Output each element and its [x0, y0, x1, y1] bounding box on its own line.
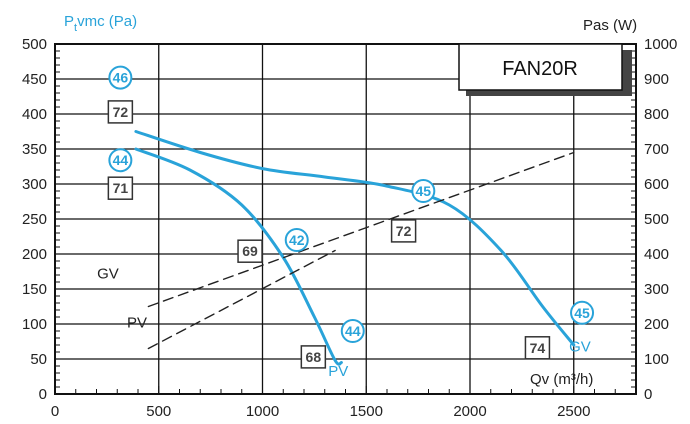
x-tick-label: 0 — [51, 403, 59, 420]
box-label-text: 68 — [306, 349, 322, 365]
x-tick-label: 2000 — [453, 403, 486, 420]
box-marker — [300, 345, 327, 369]
box-label-text: 71 — [113, 180, 129, 196]
y-right-tick-label: 0 — [644, 386, 652, 403]
y-right-tick-label: 1000 — [644, 36, 677, 53]
y-right-tick-label: 100 — [644, 351, 669, 368]
circle-label-text: 44 — [345, 323, 361, 339]
noise-box-label: 74 — [524, 336, 551, 360]
fan-model-title: FAN20R — [502, 58, 578, 80]
power-curve-gv — [147, 151, 575, 308]
circle-marker — [108, 148, 133, 173]
curve-label: PV — [328, 363, 348, 380]
tick-labels: 0501001502002503003504004505000100200300… — [22, 36, 677, 420]
y-left-tick-label: 400 — [22, 106, 47, 123]
circle-label-text: 42 — [289, 232, 305, 248]
noise-circle-label: 42 — [284, 228, 309, 252]
circle-label-text: 44 — [113, 152, 129, 168]
right-axis-title: Pas (W) — [583, 17, 637, 34]
series — [134, 130, 576, 366]
y-right-tick-label: 700 — [644, 141, 669, 158]
y-left-tick-label: 100 — [22, 316, 47, 333]
noise-circle-label: 46 — [108, 65, 133, 90]
box-marker — [107, 176, 134, 200]
plot-frame — [54, 43, 637, 395]
y-right-tick-label: 200 — [644, 316, 669, 333]
box-label-text: 69 — [242, 243, 258, 259]
fan-model-box: FAN20R — [458, 43, 632, 96]
y-left-tick-label: 50 — [30, 351, 47, 368]
y-right-tick-label: 600 — [644, 176, 669, 193]
box-label-text: 72 — [396, 223, 412, 239]
noise-box-label: 72 — [107, 100, 134, 124]
y-left-tick-label: 250 — [22, 211, 47, 228]
left-axis-title: Ptvmc (Pa) — [64, 13, 137, 34]
x-axis-title: Qv (m³/h) — [530, 371, 593, 388]
circle-marker — [570, 300, 595, 325]
box-marker — [107, 100, 134, 124]
noise-box-label: 69 — [237, 239, 263, 263]
y-left-tick-label: 350 — [22, 141, 47, 158]
power-curve-pv — [147, 249, 336, 350]
circle-label-text: 45 — [574, 305, 590, 321]
noise-box-label: 72 — [390, 219, 417, 243]
noise-circle-label: 44 — [108, 148, 133, 173]
y-left-tick-label: 300 — [22, 176, 47, 193]
curve-label: GV — [97, 266, 119, 283]
x-tick-label: 500 — [146, 403, 171, 420]
noise-box-label: 71 — [107, 176, 134, 200]
noise-circle-label: 45 — [570, 300, 595, 325]
circle-marker — [284, 228, 309, 252]
circle-marker — [108, 65, 133, 90]
y-right-tick-label: 800 — [644, 106, 669, 123]
y-right-tick-label: 400 — [644, 246, 669, 263]
x-tick-label: 1500 — [350, 403, 383, 420]
pressure-curve-gv — [134, 130, 576, 347]
box-marker — [237, 239, 263, 263]
y-left-tick-label: 450 — [22, 71, 47, 88]
y-right-tick-label: 900 — [644, 71, 669, 88]
curve-label: GV — [569, 338, 591, 355]
noise-circle-label: 45 — [411, 179, 436, 203]
box-label-text: 72 — [113, 104, 129, 120]
circle-marker — [340, 319, 365, 343]
y-left-tick-label: 0 — [39, 386, 47, 403]
noise-circle-label: 44 — [340, 319, 365, 343]
box-marker — [390, 219, 417, 243]
circle-label-text: 46 — [113, 70, 129, 86]
x-tick-label: 1000 — [246, 403, 279, 420]
circle-label-text: 45 — [416, 183, 432, 199]
circle-marker — [411, 179, 436, 203]
noise-box-label: 68 — [300, 345, 327, 369]
y-left-tick-label: 200 — [22, 246, 47, 263]
x-tick-label: 2500 — [557, 403, 590, 420]
box-marker — [524, 336, 551, 360]
y-left-tick-label: 500 — [22, 36, 47, 53]
y-left-tick-label: 150 — [22, 281, 47, 298]
curve-label: PV — [127, 315, 147, 332]
box-label-text: 74 — [530, 340, 546, 356]
y-right-tick-label: 300 — [644, 281, 669, 298]
annotation-labels: 46 44 42 44 45 45 72 71 69 72 68 74 GV PV PV GV — [97, 65, 595, 380]
y-right-tick-label: 500 — [644, 211, 669, 228]
